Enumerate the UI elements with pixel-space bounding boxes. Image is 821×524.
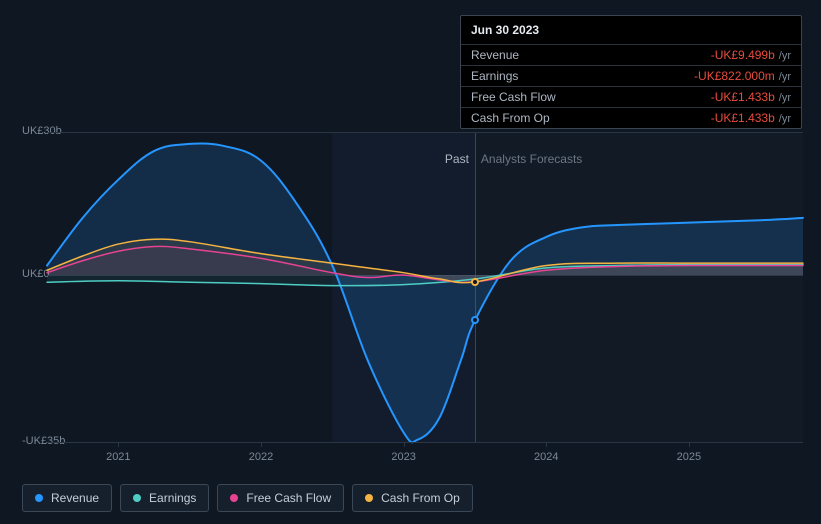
tooltip-value: -UK£9.499b (711, 48, 775, 62)
series-fill (47, 143, 803, 442)
x-tick-mark (546, 442, 547, 447)
tooltip-value: -UK£1.433b (711, 90, 775, 104)
tooltip-date: Jun 30 2023 (461, 16, 801, 44)
tooltip-row: Revenue-UK£9.499b/yr (461, 44, 801, 65)
tooltip-key: Revenue (471, 48, 711, 62)
y-tick-label: UK£0 (22, 268, 50, 280)
tooltip-row: Cash From Op-UK£1.433b/yr (461, 107, 801, 128)
legend-label: Revenue (51, 491, 99, 505)
legend-item[interactable]: Revenue (22, 484, 112, 512)
tooltip-unit: /yr (779, 92, 791, 104)
x-tick-mark (118, 442, 119, 447)
legend: Revenue Earnings Free Cash Flow Cash From O… (22, 484, 473, 512)
past-label: Past (445, 152, 469, 166)
legend-dot (230, 494, 238, 502)
tooltip-key: Free Cash Flow (471, 90, 711, 104)
legend-label: Cash From Op (381, 491, 460, 505)
legend-item[interactable]: Cash From Op (352, 484, 473, 512)
data-point-marker (471, 278, 479, 286)
tooltip-value: -UK£1.433b (711, 111, 775, 125)
data-point-marker (471, 316, 479, 324)
legend-dot (365, 494, 373, 502)
chart-container: UK£30bUK£0-UK£35b PastAnalysts Forecasts… (17, 132, 803, 442)
x-tick-label: 2022 (249, 451, 273, 463)
x-tick-label: 2021 (106, 451, 130, 463)
legend-dot (133, 494, 141, 502)
x-tick-label: 2024 (534, 451, 558, 463)
legend-dot (35, 494, 43, 502)
tooltip-unit: /yr (779, 71, 791, 83)
forecast-label: Analysts Forecasts (481, 152, 582, 166)
plot-area[interactable]: PastAnalysts Forecasts 20212022202320242… (47, 132, 803, 442)
series-lines (47, 132, 803, 442)
legend-label: Free Cash Flow (246, 491, 331, 505)
x-tick-label: 2023 (391, 451, 415, 463)
legend-label: Earnings (149, 491, 196, 505)
tooltip-value: -UK£822.000m (694, 69, 775, 83)
x-tick-mark (689, 442, 690, 447)
tooltip-key: Cash From Op (471, 111, 711, 125)
x-tick-mark (261, 442, 262, 447)
tooltip-row: Earnings-UK£822.000m/yr (461, 65, 801, 86)
x-tick-label: 2025 (677, 451, 701, 463)
x-tick-mark (404, 442, 405, 447)
tooltip-row: Free Cash Flow-UK£1.433b/yr (461, 86, 801, 107)
legend-item[interactable]: Earnings (120, 484, 209, 512)
tooltip-key: Earnings (471, 69, 694, 83)
tooltip-unit: /yr (779, 50, 791, 62)
tooltip-unit: /yr (779, 113, 791, 125)
chart-tooltip: Jun 30 2023 Revenue-UK£9.499b/yrEarnings… (460, 15, 802, 129)
legend-item[interactable]: Free Cash Flow (217, 484, 344, 512)
